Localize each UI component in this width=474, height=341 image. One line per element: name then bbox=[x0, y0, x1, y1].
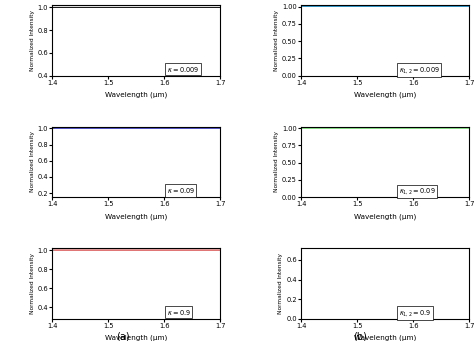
X-axis label: Wavelength (μm): Wavelength (μm) bbox=[354, 335, 416, 341]
X-axis label: Wavelength (μm): Wavelength (μm) bbox=[105, 213, 167, 220]
Y-axis label: Normalized Intensity: Normalized Intensity bbox=[29, 253, 35, 314]
Text: $\kappa = 0.009$: $\kappa = 0.009$ bbox=[166, 64, 199, 74]
Y-axis label: Normalized Intensity: Normalized Intensity bbox=[274, 10, 279, 71]
Text: $\kappa = 0.09$: $\kappa = 0.09$ bbox=[166, 186, 195, 195]
Text: (a): (a) bbox=[117, 331, 130, 341]
Text: (b): (b) bbox=[353, 331, 367, 341]
Text: $\kappa_{1,2} = 0.09$: $\kappa_{1,2} = 0.09$ bbox=[399, 187, 435, 196]
Y-axis label: Normalized Intensity: Normalized Intensity bbox=[29, 10, 35, 71]
X-axis label: Wavelength (μm): Wavelength (μm) bbox=[354, 213, 416, 220]
X-axis label: Wavelength (μm): Wavelength (μm) bbox=[354, 91, 416, 98]
Text: $\kappa_{1,2} = 0.9$: $\kappa_{1,2} = 0.9$ bbox=[399, 308, 431, 318]
X-axis label: Wavelength (μm): Wavelength (μm) bbox=[105, 335, 167, 341]
Text: $\kappa_{1,2} = 0.009$: $\kappa_{1,2} = 0.009$ bbox=[399, 65, 439, 75]
Y-axis label: Normalized Intensity: Normalized Intensity bbox=[274, 132, 279, 192]
Y-axis label: Normalized Intensity: Normalized Intensity bbox=[279, 253, 283, 314]
X-axis label: Wavelength (μm): Wavelength (μm) bbox=[105, 91, 167, 98]
Y-axis label: Normalized Intensity: Normalized Intensity bbox=[29, 132, 35, 192]
Text: $\kappa = 0.9$: $\kappa = 0.9$ bbox=[166, 308, 191, 316]
